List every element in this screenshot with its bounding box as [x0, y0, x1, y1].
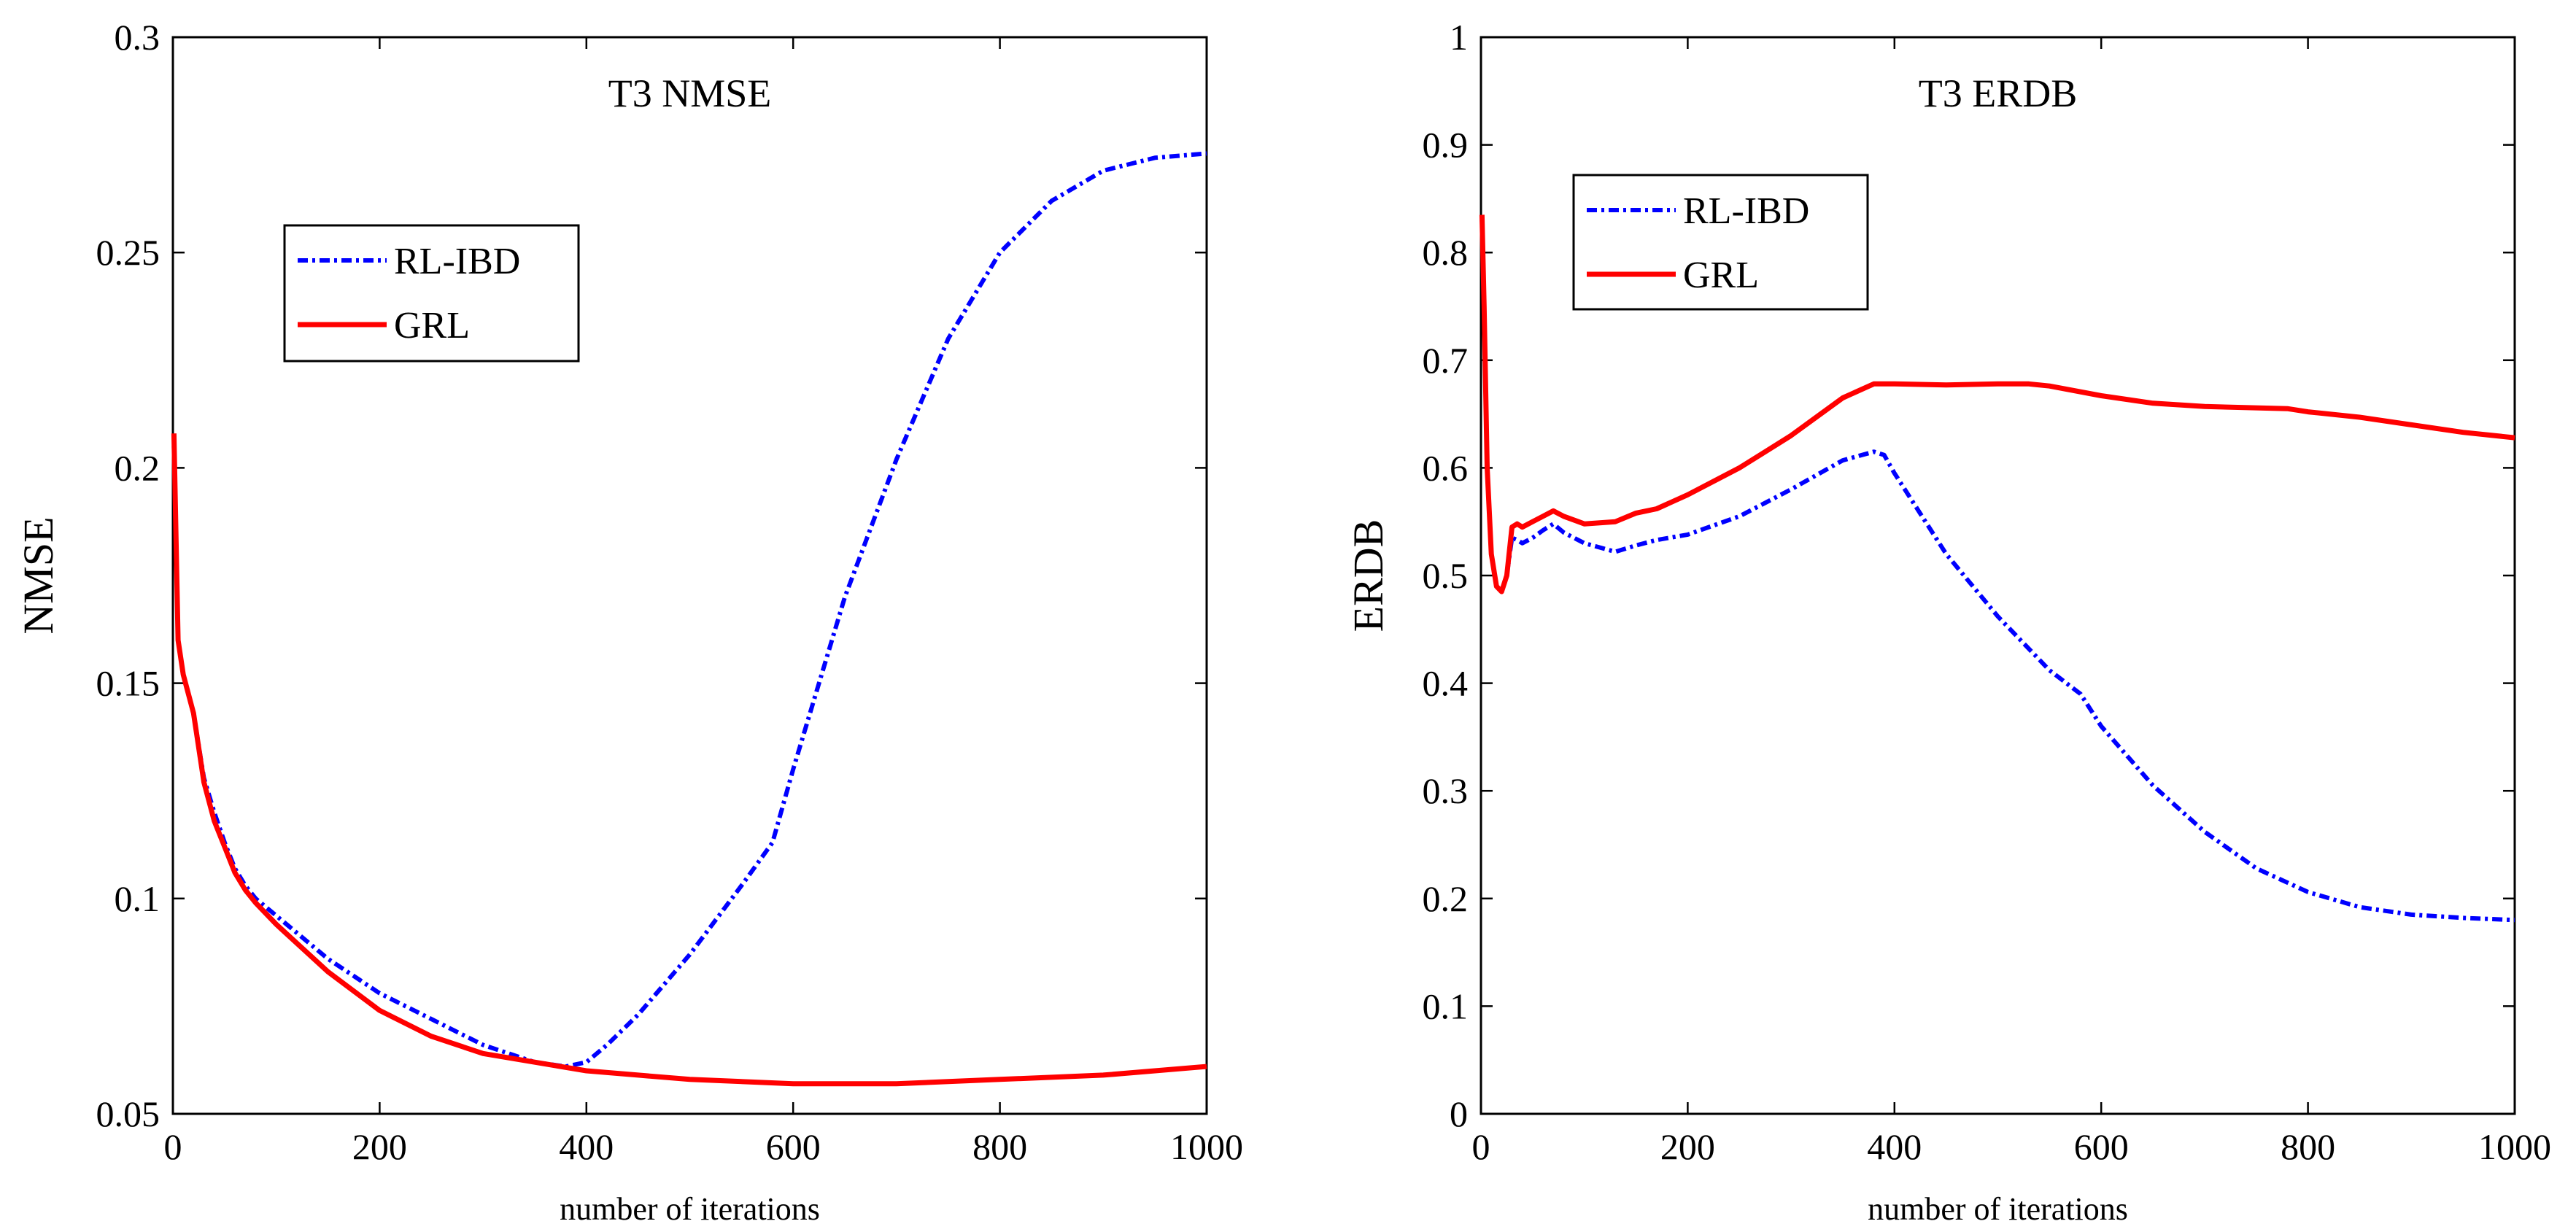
chart-title: T3 ERDB [1919, 71, 2078, 115]
y-tick-label: 0 [1450, 1093, 1468, 1134]
x-axis-label: number of iterations [560, 1191, 820, 1227]
y-axis-label: ERDB [1345, 519, 1392, 632]
legend-label: RL-IBD [394, 241, 520, 282]
x-tick-label: 800 [2281, 1126, 2335, 1167]
y-axis-label: NMSE [15, 516, 62, 634]
x-axis-label: number of iterations [1868, 1191, 2128, 1227]
legend-label: RL-IBD [1683, 190, 1809, 232]
y-tick-label: 0.1 [1423, 985, 1469, 1026]
y-tick-label: 0.15 [96, 663, 160, 704]
x-tick-label: 600 [2074, 1126, 2129, 1167]
x-tick-label: 1000 [1170, 1126, 1243, 1167]
x-tick-label: 400 [1867, 1126, 1922, 1167]
legend: RL-IBD GRL [1572, 174, 1869, 311]
y-tick-label: 0.9 [1423, 125, 1469, 166]
chart-erdb: 0 200 400 600 800 1000 0 0.1 0.2 0.3 0.4 0.5 0.6 0.7 0… [1345, 17, 2551, 1227]
y-tick-label: 0.2 [1423, 878, 1469, 919]
y-tick-label: 0.5 [1423, 555, 1469, 596]
legend-label: GRL [394, 305, 470, 346]
y-tick-label: 0.2 [115, 447, 160, 488]
legend: RL-IBD GRL [283, 224, 580, 363]
y-tick-label: 0.1 [115, 878, 160, 919]
y-tick-label: 0.6 [1423, 447, 1469, 488]
y-tick-label: 0.05 [96, 1093, 160, 1134]
x-tick-label: 400 [559, 1126, 614, 1167]
x-tick-label: 600 [766, 1126, 821, 1167]
x-tick-label: 200 [352, 1126, 407, 1167]
y-tick-label: 0.3 [1423, 770, 1469, 811]
x-tick-label: 200 [1660, 1126, 1715, 1167]
series-line-grl [171, 433, 1207, 1087]
series-line-rl-ibd [171, 151, 1207, 1069]
x-tick-label: 0 [164, 1126, 182, 1167]
y-tick-label: 0.25 [96, 232, 160, 273]
y-tick-label: 0.8 [1423, 232, 1469, 273]
x-tick-label: 800 [972, 1126, 1027, 1167]
series-line-grl [1479, 214, 2515, 594]
x-tick-label: 0 [1472, 1126, 1490, 1167]
y-tick-label: 1 [1450, 17, 1468, 58]
legend-box [283, 224, 580, 363]
y-tick-label: 0.3 [115, 17, 160, 58]
chart-title: T3 NMSE [608, 71, 772, 115]
y-tick-label: 0.4 [1423, 663, 1469, 704]
legend-box [1572, 174, 1869, 311]
x-tick-label: 1000 [2478, 1126, 2551, 1167]
chart-nmse: 0 200 400 600 800 1000 0.05 0.1 0.15 0.2 0.25 0.3 T3… [15, 17, 1243, 1227]
legend-label: GRL [1683, 255, 1759, 296]
y-tick-label: 0.7 [1423, 340, 1469, 381]
